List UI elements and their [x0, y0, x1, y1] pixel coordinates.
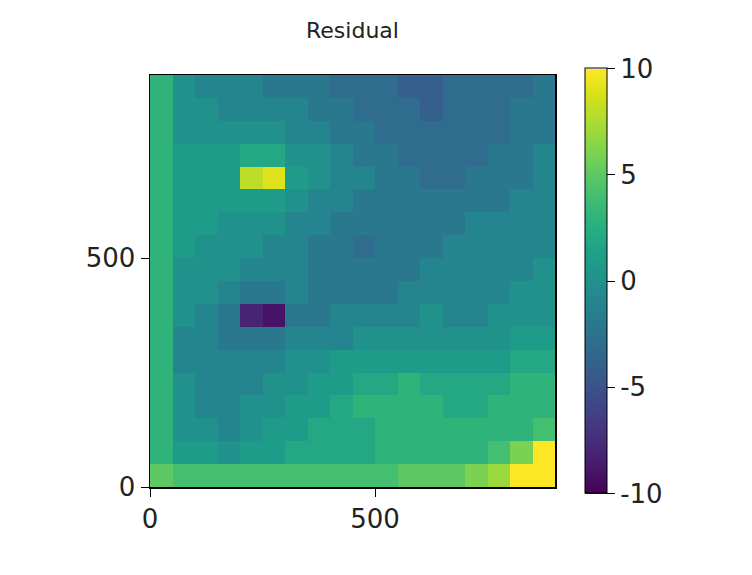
svg-text:0: 0	[620, 266, 637, 296]
svg-text:0: 0	[119, 472, 136, 502]
svg-text:-10: -10	[620, 479, 662, 509]
svg-text:5: 5	[620, 160, 637, 190]
svg-text:10: 10	[620, 54, 653, 84]
svg-text:0: 0	[142, 504, 159, 534]
svg-text:-5: -5	[620, 372, 646, 402]
svg-text:Residual: Residual	[306, 18, 399, 43]
svg-text:500: 500	[350, 504, 400, 534]
svg-text:500: 500	[86, 243, 136, 273]
